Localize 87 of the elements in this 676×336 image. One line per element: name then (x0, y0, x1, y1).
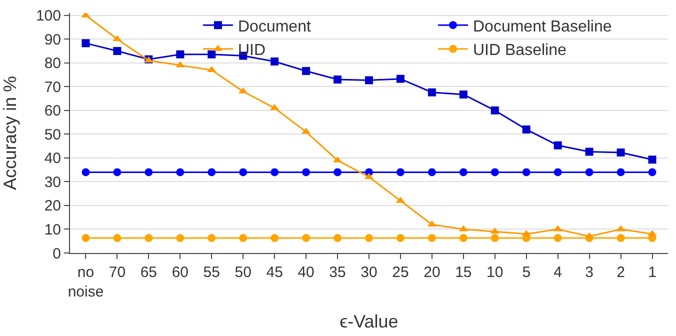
point (554, 141, 562, 150)
x-tick-label: 10 (486, 264, 504, 281)
point (239, 234, 248, 242)
x-tick-label: 1 (648, 264, 656, 281)
y-tick-label: 40 (44, 150, 61, 168)
x-tick-label: 20 (424, 264, 440, 281)
point (459, 234, 468, 242)
y-tick-label: 50 (44, 126, 61, 144)
x-tick-label: 35 (329, 264, 346, 281)
x-tick-label: 40 (298, 264, 314, 281)
x-tick-label: 4 (554, 264, 562, 281)
x-tick-label: 65 (140, 264, 158, 281)
y-tick-label: 20 (44, 198, 61, 215)
x-tick-label: no noise (68, 264, 104, 300)
point (585, 148, 594, 156)
point (334, 76, 342, 84)
legend-label: Document Baseline (473, 18, 612, 36)
y-tick-label: 90 (44, 31, 61, 48)
y-tick-label: 100 (36, 8, 61, 25)
point (396, 168, 404, 176)
point (208, 50, 216, 58)
legend-label: Document (238, 18, 312, 36)
point (616, 168, 625, 176)
x-tick-label: 15 (455, 264, 472, 281)
point (522, 125, 530, 134)
point (239, 168, 248, 176)
y-tick-label: 70 (44, 78, 61, 96)
x-tick-label: 3 (585, 264, 594, 281)
x-tick-label: 60 (172, 264, 189, 281)
legend-label: UID (238, 42, 266, 60)
point (144, 234, 153, 242)
point (648, 168, 656, 176)
point (459, 168, 468, 176)
point (365, 76, 373, 84)
point (144, 168, 153, 176)
point (82, 39, 90, 48)
y-tick-label: 10 (44, 221, 61, 238)
point (459, 90, 468, 98)
x-tick-label: 45 (266, 264, 283, 281)
y-tick-label: 30 (44, 174, 61, 191)
point (82, 234, 90, 242)
point (208, 168, 216, 176)
point (428, 234, 436, 242)
x-tick-label: 2 (616, 264, 625, 281)
x-tick-label: 50 (234, 264, 252, 281)
point (302, 234, 310, 242)
point (585, 168, 594, 176)
point (648, 156, 656, 164)
point (554, 234, 562, 242)
point (490, 106, 499, 114)
point (334, 234, 342, 242)
point (113, 168, 122, 176)
point (365, 234, 373, 242)
point (302, 168, 310, 176)
point (428, 168, 436, 176)
point (490, 168, 499, 176)
x-tick-label: 55 (203, 264, 220, 281)
point (616, 148, 625, 156)
point (82, 168, 90, 176)
point (270, 234, 279, 242)
x-tick-label: 25 (392, 264, 409, 281)
point (113, 234, 122, 242)
point (428, 88, 436, 96)
x-tick-label: 70 (108, 264, 126, 281)
point (113, 47, 122, 56)
point (208, 234, 216, 242)
point (396, 74, 404, 83)
point (396, 234, 404, 242)
point (490, 234, 499, 242)
x-tick-label: 5 (522, 264, 531, 281)
point (176, 50, 184, 58)
point (616, 234, 625, 242)
point (334, 168, 342, 176)
point (522, 168, 530, 176)
point (176, 234, 184, 242)
x-tick-label: 30 (360, 264, 378, 281)
y-tick-label: 80 (44, 55, 61, 72)
y-tick-label: 60 (44, 102, 61, 120)
point (554, 168, 562, 176)
legend-label: UID Baseline (473, 42, 566, 60)
point (270, 168, 279, 176)
point (302, 66, 310, 75)
point (270, 57, 279, 66)
x-axis-title: ϵ-Value (340, 312, 398, 332)
point (176, 168, 184, 176)
y-axis-title: Accuracy in % (0, 76, 20, 190)
y-tick-label: 0 (52, 245, 61, 262)
